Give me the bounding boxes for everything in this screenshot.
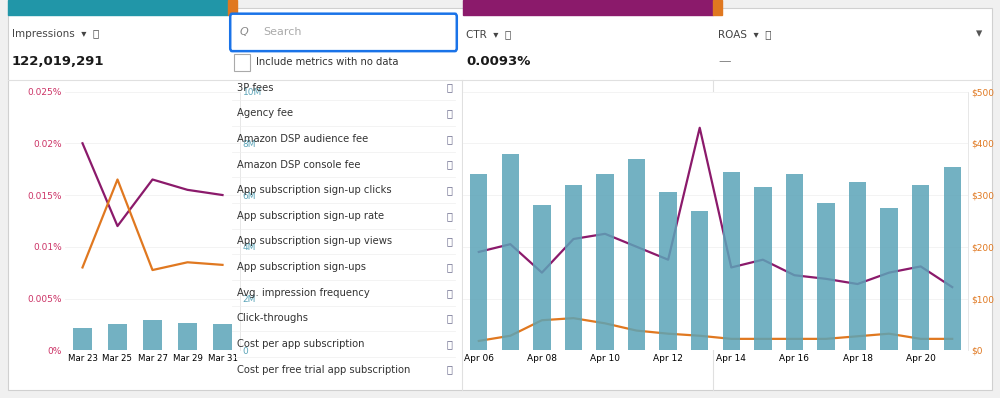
Bar	[880, 208, 898, 350]
Text: Cost per app subscription: Cost per app subscription	[237, 339, 364, 349]
Text: CTR  ▾  ⓘ: CTR ▾ ⓘ	[466, 29, 511, 39]
Text: ⓘ: ⓘ	[447, 236, 453, 246]
Bar	[628, 159, 645, 350]
Text: ⓘ: ⓘ	[447, 288, 453, 298]
Text: Cost per free trial app subscription: Cost per free trial app subscription	[237, 365, 410, 375]
Text: ⓘ: ⓘ	[447, 185, 453, 195]
Text: ⓘ: ⓘ	[447, 313, 453, 323]
Text: App subscription sign-up rate: App subscription sign-up rate	[237, 211, 384, 221]
Text: 0.0093%: 0.0093%	[466, 55, 530, 68]
Bar	[912, 185, 929, 350]
Text: ⓘ: ⓘ	[447, 211, 453, 221]
Bar	[108, 324, 127, 350]
Text: ⓘ: ⓘ	[447, 262, 453, 272]
Text: ⓘ: ⓘ	[447, 365, 453, 375]
Bar	[944, 166, 961, 350]
Text: ⓘ: ⓘ	[447, 339, 453, 349]
Text: ⓘ: ⓘ	[447, 160, 453, 170]
Bar	[754, 187, 772, 350]
Text: Click-throughs: Click-throughs	[237, 313, 309, 323]
Bar	[463, 0, 713, 15]
Bar	[817, 203, 835, 350]
Text: Search: Search	[263, 27, 301, 37]
Text: ⓘ: ⓘ	[447, 83, 453, 93]
Text: Amazon DSP console fee: Amazon DSP console fee	[237, 160, 360, 170]
Text: App subscription sign-ups: App subscription sign-ups	[237, 262, 366, 272]
Text: ▾: ▾	[976, 27, 982, 40]
Bar	[470, 174, 487, 350]
FancyBboxPatch shape	[8, 8, 992, 390]
Bar	[234, 54, 250, 70]
FancyBboxPatch shape	[230, 14, 457, 51]
Text: Q: Q	[240, 27, 248, 37]
Text: —: —	[718, 55, 730, 68]
Text: 3P fees: 3P fees	[237, 83, 273, 93]
Text: App subscription sign-up views: App subscription sign-up views	[237, 236, 392, 246]
Text: App subscription sign-up clicks: App subscription sign-up clicks	[237, 185, 391, 195]
Bar	[8, 0, 228, 15]
Text: ROAS  ▾  ⓘ: ROAS ▾ ⓘ	[718, 29, 772, 39]
Text: Impressions  ▾  ⓘ: Impressions ▾ ⓘ	[12, 29, 99, 39]
Text: Include metrics with no data: Include metrics with no data	[256, 57, 398, 67]
Bar	[565, 185, 582, 350]
Bar	[849, 182, 866, 350]
Bar	[502, 154, 519, 350]
Text: ⓘ: ⓘ	[447, 108, 453, 118]
Bar	[659, 193, 677, 350]
Bar	[213, 324, 232, 350]
Bar	[73, 328, 92, 350]
Text: Amazon DSP audience fee: Amazon DSP audience fee	[237, 134, 368, 144]
Bar	[596, 174, 614, 350]
Text: 122,019,291: 122,019,291	[12, 55, 104, 68]
Text: ⓘ: ⓘ	[447, 134, 453, 144]
Bar	[228, 0, 237, 15]
Text: Agency fee: Agency fee	[237, 108, 293, 118]
Bar	[723, 172, 740, 350]
Bar	[786, 174, 803, 350]
Bar	[533, 205, 551, 350]
Bar	[143, 320, 162, 350]
Bar	[178, 323, 197, 350]
Bar	[713, 0, 722, 15]
Bar	[691, 211, 708, 350]
Text: Avg. impression frequency: Avg. impression frequency	[237, 288, 370, 298]
